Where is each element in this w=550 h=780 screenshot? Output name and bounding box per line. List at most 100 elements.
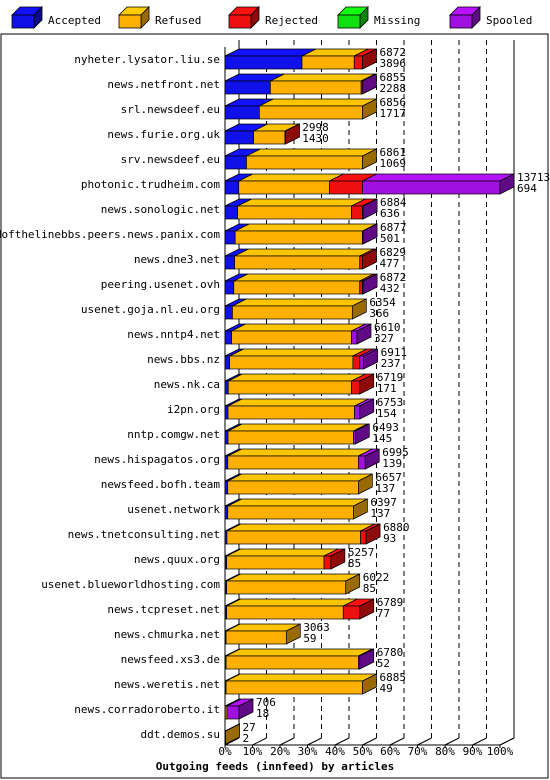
- bar-total-label: 6855: [380, 71, 407, 84]
- bar-accepted-label: 2288: [380, 82, 407, 95]
- bar-segment-refused: [238, 180, 330, 195]
- bar-segment-side: [362, 98, 377, 120]
- bar-segment-refused: [234, 255, 361, 270]
- bar-segment-refused: [232, 305, 353, 320]
- bar-segment-accepted: [224, 205, 238, 220]
- category-label: news.dne3.net: [134, 253, 220, 266]
- bar-segment-spooled: [358, 455, 366, 470]
- gridline-floor: [307, 737, 322, 746]
- bar-segment-refused: [229, 355, 354, 370]
- bar-segment-refused: [227, 380, 352, 395]
- bar-segment-top: [232, 298, 367, 307]
- bar-segment-refused: [246, 155, 363, 170]
- x-tick-label: 40%: [325, 745, 345, 758]
- category-label: newsfeed.bofh.team: [101, 478, 221, 491]
- gridline-floor: [444, 737, 460, 746]
- bar-segment-side: [362, 148, 377, 170]
- bar-segment-refused: [233, 280, 361, 295]
- bar-segment-refused: [226, 530, 361, 545]
- bar-segment-side: [362, 198, 378, 220]
- bar-segment-side: [363, 348, 378, 370]
- bar-accepted-label: 636: [380, 207, 400, 220]
- bar-segment-top: [227, 448, 373, 457]
- bar-segment-refused: [234, 230, 363, 245]
- x-tick-label: 60%: [380, 745, 400, 758]
- bar-segment-side: [364, 448, 380, 470]
- bar-accepted-label: 3896: [380, 57, 407, 70]
- bar-segment-top: [226, 548, 339, 557]
- bar-segment-refused: [227, 505, 354, 520]
- legend-swatch: [228, 14, 252, 29]
- bar-segment-accepted: [224, 155, 247, 170]
- category-label: news.bbs.nz: [147, 353, 220, 366]
- bar-accepted-label: 237: [381, 357, 401, 370]
- bar-segment-top: [229, 348, 368, 357]
- bar-segment-top: [224, 48, 317, 57]
- bar-total-label: 6397: [370, 496, 397, 509]
- bar-segment-side: [225, 723, 240, 745]
- bar-segment-top: [237, 198, 366, 207]
- bar-total-label: 6610: [374, 321, 401, 334]
- bar-accepted-label: 501: [380, 232, 400, 245]
- bar-segment-accepted: [224, 55, 303, 70]
- legend-swatch: [118, 14, 142, 29]
- category-label: srl.newsdeef.eu: [121, 103, 220, 116]
- bar-segment-side: [355, 423, 370, 445]
- legend-label: Rejected: [265, 14, 318, 27]
- bar-accepted-label: 477: [380, 257, 400, 270]
- bar-segment-top: [231, 323, 366, 332]
- bar-total-label: 6856: [380, 96, 407, 109]
- bar-segment-side: [359, 598, 375, 620]
- legend-label: Accepted: [48, 14, 101, 27]
- bar-segment-rejected: [359, 280, 363, 295]
- bar-accepted-label: 85: [363, 582, 376, 595]
- bar-total-label: 6861: [380, 146, 407, 159]
- bar-segment-top: [227, 398, 369, 407]
- bar-segment-top: [227, 473, 373, 482]
- bar-accepted-label: 2: [243, 732, 250, 745]
- bar-segment-accepted: [224, 480, 229, 495]
- legend-label: Refused: [155, 14, 201, 27]
- x-tick-label: 30%: [298, 745, 318, 758]
- bar-segment-accepted: [224, 255, 235, 270]
- bar-segment-top: [235, 223, 377, 232]
- bar-segment-top: [233, 273, 374, 282]
- bar-total-label: 6911: [381, 346, 408, 359]
- bar-segment-side: [359, 373, 375, 395]
- bar-segment-rejected: [353, 55, 363, 70]
- gridline-floor: [279, 737, 295, 746]
- bar-segment-refused: [253, 130, 286, 145]
- bar-segment-accepted: [224, 130, 254, 145]
- bar-segment-top: [246, 148, 377, 157]
- bar-accepted-label: 59: [303, 632, 316, 645]
- x-axis: 0% 10% 20% 30% 40% 50% 60% 70% 80% 90% 100%: [218, 737, 515, 758]
- bar-segment-refused: [227, 455, 359, 470]
- bar-segment-refused: [226, 580, 347, 595]
- category-label: photonic.trudheim.com: [81, 178, 220, 191]
- bar-row: endofthelinebbs.peers.news.panix.com 6877…: [0, 221, 407, 245]
- bar-total-label: 6884: [380, 196, 407, 209]
- bar-segment-top: [227, 423, 368, 432]
- bar-segment-side: [362, 73, 377, 95]
- category-label: endofthelinebbs.peers.news.panix.com: [0, 228, 220, 241]
- category-label: news.quux.org: [134, 553, 220, 566]
- bar-segment-accepted: [224, 105, 260, 120]
- category-label: news.nntp4.net: [127, 328, 220, 341]
- x-tick-label: 90%: [463, 745, 483, 758]
- bar-segment-top: [259, 98, 377, 107]
- bar-segment-top: [226, 573, 360, 582]
- bar-accepted-label: 145: [372, 432, 392, 445]
- bar-accepted-label: 1069: [380, 157, 407, 170]
- bar-segment-side: [359, 648, 375, 670]
- bar-accepted-label: 1430: [302, 132, 329, 145]
- category-label: news.hispagatos.org: [94, 453, 220, 466]
- bar-total-label: 6657: [375, 471, 402, 484]
- bar-total-label: 706: [256, 696, 276, 709]
- category-label: news.weretis.net: [114, 678, 220, 691]
